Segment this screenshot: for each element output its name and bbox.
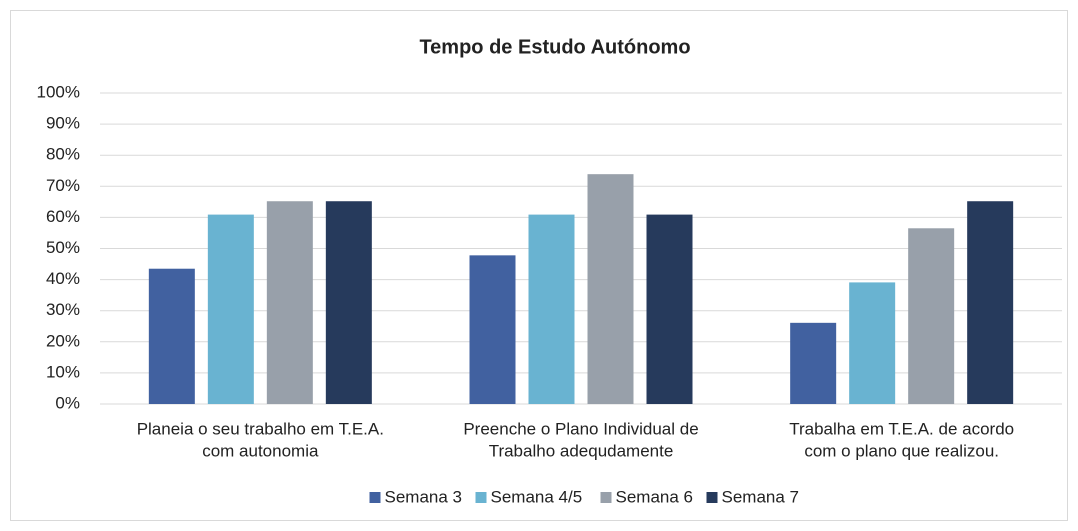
legend-swatch (600, 492, 612, 503)
x-tick-label: Planeia o seu trabalho em T.E.A. (137, 419, 384, 438)
y-tick-label: 30% (46, 300, 80, 319)
legend-swatch (369, 492, 381, 503)
legend-swatch (706, 492, 718, 503)
y-tick-label: 0% (55, 393, 80, 412)
y-tick-label: 10% (46, 362, 80, 381)
bar (646, 214, 693, 404)
y-tick-label: 60% (46, 207, 80, 226)
bar (849, 282, 896, 404)
bar (266, 201, 313, 404)
bar (790, 322, 837, 404)
x-tick-label: Preenche o Plano Individual de (463, 419, 698, 438)
y-tick-label: 40% (46, 269, 80, 288)
bar (207, 214, 254, 404)
y-tick-label: 70% (46, 176, 80, 195)
legend-label: Semana 7 (722, 487, 800, 506)
x-tick-label: com o plano que realizou. (804, 441, 999, 460)
x-tick-label: com autonomia (202, 441, 319, 460)
legend-swatch (475, 492, 487, 503)
x-tick-label: Trabalha em T.E.A. de acordo (789, 419, 1014, 438)
legend-label: Semana 6 (616, 487, 694, 506)
y-tick-label: 50% (46, 238, 80, 257)
y-tick-label: 20% (46, 331, 80, 350)
legend-label: Semana 4/5 (491, 487, 583, 506)
bar (528, 214, 575, 404)
bar (967, 201, 1014, 404)
bar (325, 201, 372, 404)
legend-label: Semana 3 (385, 487, 463, 506)
bar (148, 268, 195, 404)
bar (469, 255, 516, 404)
chart-title: Tempo de Estudo Autónomo (419, 36, 690, 58)
y-tick-label: 90% (46, 114, 80, 133)
bar (908, 228, 955, 404)
y-tick-label: 100% (37, 82, 80, 101)
y-tick-label: 80% (46, 145, 80, 164)
bar (587, 174, 634, 404)
x-tick-label: Trabalho adequdamente (489, 441, 674, 460)
